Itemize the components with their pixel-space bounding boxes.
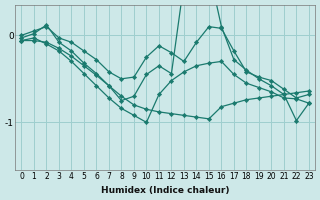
X-axis label: Humidex (Indice chaleur): Humidex (Indice chaleur) bbox=[101, 186, 229, 195]
